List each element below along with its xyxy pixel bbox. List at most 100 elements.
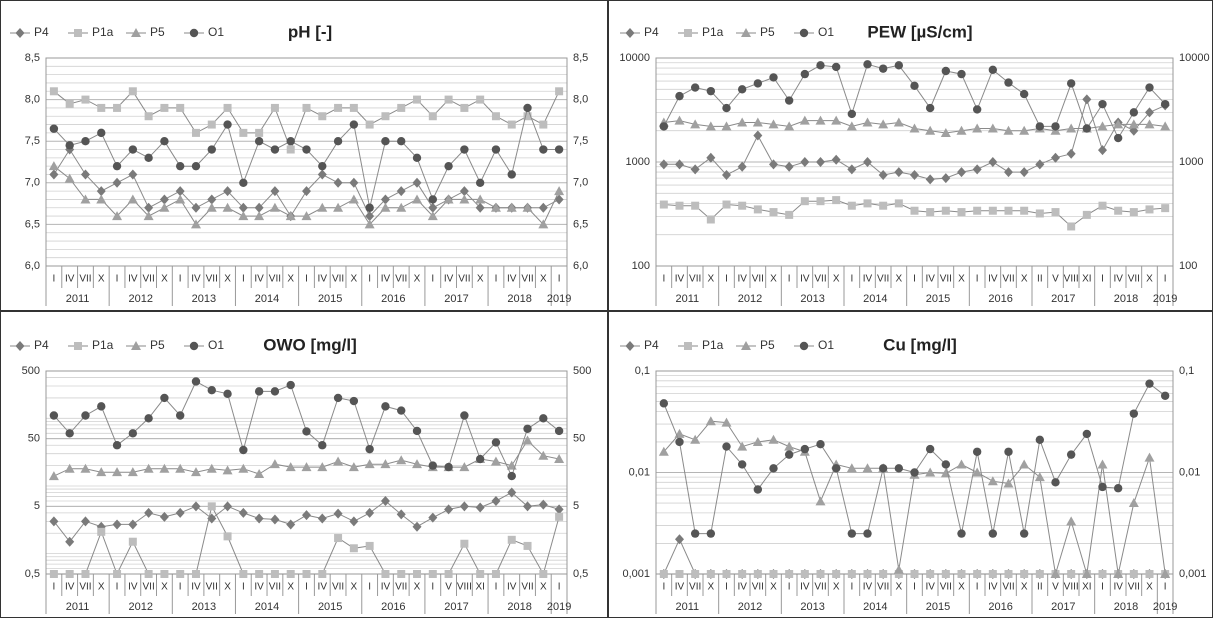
x-tick-label: X (1021, 582, 1028, 593)
marker (428, 202, 438, 213)
marker (175, 463, 186, 473)
x-tick-label: IV (507, 582, 517, 593)
marker (348, 462, 359, 472)
x-tick-label: VII (143, 274, 155, 285)
marker (1129, 409, 1139, 418)
marker (1051, 208, 1060, 217)
marker (396, 455, 407, 465)
marker (285, 462, 296, 472)
x-tick-label: I (495, 582, 498, 593)
marker (1035, 435, 1045, 444)
marker (1098, 99, 1107, 109)
marker (223, 186, 233, 197)
marker (675, 91, 684, 101)
marker (1004, 167, 1013, 178)
marker (1051, 122, 1060, 131)
x-tick-label: IV (863, 274, 873, 285)
marker (459, 194, 470, 204)
x-tick-label: IV (800, 274, 810, 285)
x-tick-label: X (224, 582, 231, 593)
marker (1145, 205, 1154, 214)
x-group-label: 2015 (926, 601, 950, 613)
x-tick-label: IV (191, 582, 201, 593)
marker (1098, 570, 1107, 578)
y-tick-label: 0,01 (629, 466, 650, 478)
marker (625, 28, 635, 38)
marker (80, 463, 91, 473)
marker (769, 159, 778, 170)
marker (705, 121, 716, 131)
x-tick-label: IV (800, 582, 810, 593)
marker (523, 103, 532, 113)
y-tick-label: 0,1 (635, 365, 650, 377)
marker (894, 61, 904, 70)
marker (706, 152, 716, 163)
x-tick-label: I (242, 274, 245, 285)
marker (957, 570, 966, 578)
x-tick-label: I (558, 582, 561, 593)
x-group-label: 2014 (255, 293, 279, 305)
marker (973, 570, 982, 578)
marker (721, 417, 732, 427)
marker (381, 137, 390, 146)
marker (428, 570, 437, 578)
marker (1144, 452, 1155, 462)
marker (1129, 108, 1139, 117)
x-tick-label: X (287, 274, 294, 285)
marker (334, 534, 343, 543)
marker (538, 219, 549, 229)
marker (785, 570, 794, 578)
marker (675, 201, 684, 210)
marker (475, 178, 485, 187)
marker (800, 444, 810, 454)
marker (113, 103, 122, 112)
x-tick-label: I (725, 582, 728, 593)
marker (254, 469, 265, 479)
marker (176, 103, 185, 112)
marker (926, 208, 935, 217)
marker (862, 463, 873, 473)
chart-title: PEW [µS/cm] (867, 22, 972, 41)
marker (65, 570, 74, 578)
marker (1019, 529, 1029, 538)
marker (925, 125, 936, 135)
marker (397, 137, 406, 146)
x-tick-label: V (445, 582, 452, 593)
marker (302, 145, 311, 154)
marker (1020, 570, 1029, 578)
marker (333, 137, 343, 146)
marker (956, 125, 967, 135)
x-tick-label: I (431, 274, 434, 285)
x-group-label: 2018 (1114, 293, 1138, 305)
x-tick-label: X (1146, 582, 1153, 593)
x-group-label: 2011 (676, 293, 700, 305)
marker (112, 211, 123, 221)
x-tick-label: VII (877, 582, 889, 593)
marker (128, 429, 138, 438)
marker (207, 386, 216, 395)
x-tick-label: I (179, 582, 182, 593)
x-tick-label: I (495, 274, 498, 285)
marker (957, 69, 966, 79)
marker (538, 499, 548, 510)
marker (349, 120, 359, 129)
x-tick-label: I (242, 582, 245, 593)
marker (972, 447, 982, 456)
y2-tick-label: 0,01 (1179, 466, 1200, 478)
marker (144, 153, 153, 163)
marker (96, 467, 107, 477)
marker (1035, 570, 1044, 578)
marker (784, 161, 794, 172)
marker (752, 436, 763, 446)
x-tick-label: IV (444, 274, 454, 285)
x-group-label: 2012 (128, 601, 152, 613)
marker (49, 570, 58, 578)
marker (894, 464, 904, 473)
x-tick-label: V (1052, 274, 1059, 285)
x-tick-label: X (351, 274, 358, 285)
marker (1128, 498, 1139, 508)
marker (769, 570, 778, 578)
marker (972, 105, 982, 114)
marker (223, 103, 232, 112)
